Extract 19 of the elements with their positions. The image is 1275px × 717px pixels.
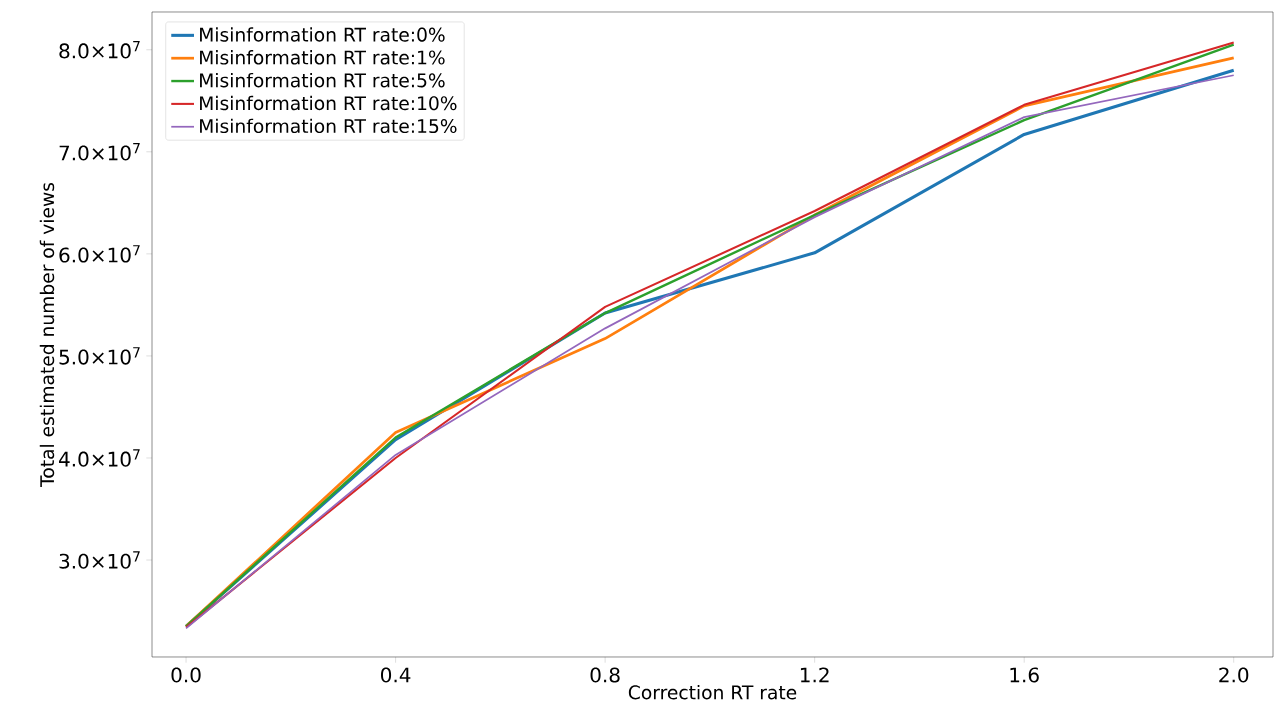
legend-label: Misinformation RT rate:15%	[200, 118, 457, 134]
y-tick-label: 3.0×10$^{7}$	[59, 551, 140, 569]
y-tick-label: 4.0×10$^{7}$	[59, 449, 140, 467]
x-tick-label: 2.0	[1219, 667, 1249, 683]
y-tick-label: 5.0×10$^{7}$	[59, 347, 140, 365]
x-tick-label: 0.8	[590, 667, 620, 683]
legend-label: Misinformation RT rate:1%	[200, 50, 445, 65]
x-tick-label: 1.2	[800, 667, 829, 683]
x-tick-label: 0.4	[381, 667, 411, 683]
x-tick-label: 1.6	[1010, 667, 1039, 683]
x-axis-title: Correction RT rate	[628, 685, 797, 700]
y-tick-label: 7.0×10$^{7}$	[59, 143, 140, 161]
y-axis-title: Total estimated number of views	[39, 182, 55, 487]
y-tick-label: 6.0×10$^{7}$	[59, 245, 140, 263]
legend-label: Misinformation RT rate:0%	[200, 27, 445, 42]
y-tick-label: 8.0×10$^{7}$	[59, 41, 140, 59]
legend-label: Misinformation RT rate:10%	[200, 95, 457, 111]
x-tick-label: 0.0	[171, 667, 201, 683]
legend-label: Misinformation RT rate:5%	[200, 72, 445, 88]
